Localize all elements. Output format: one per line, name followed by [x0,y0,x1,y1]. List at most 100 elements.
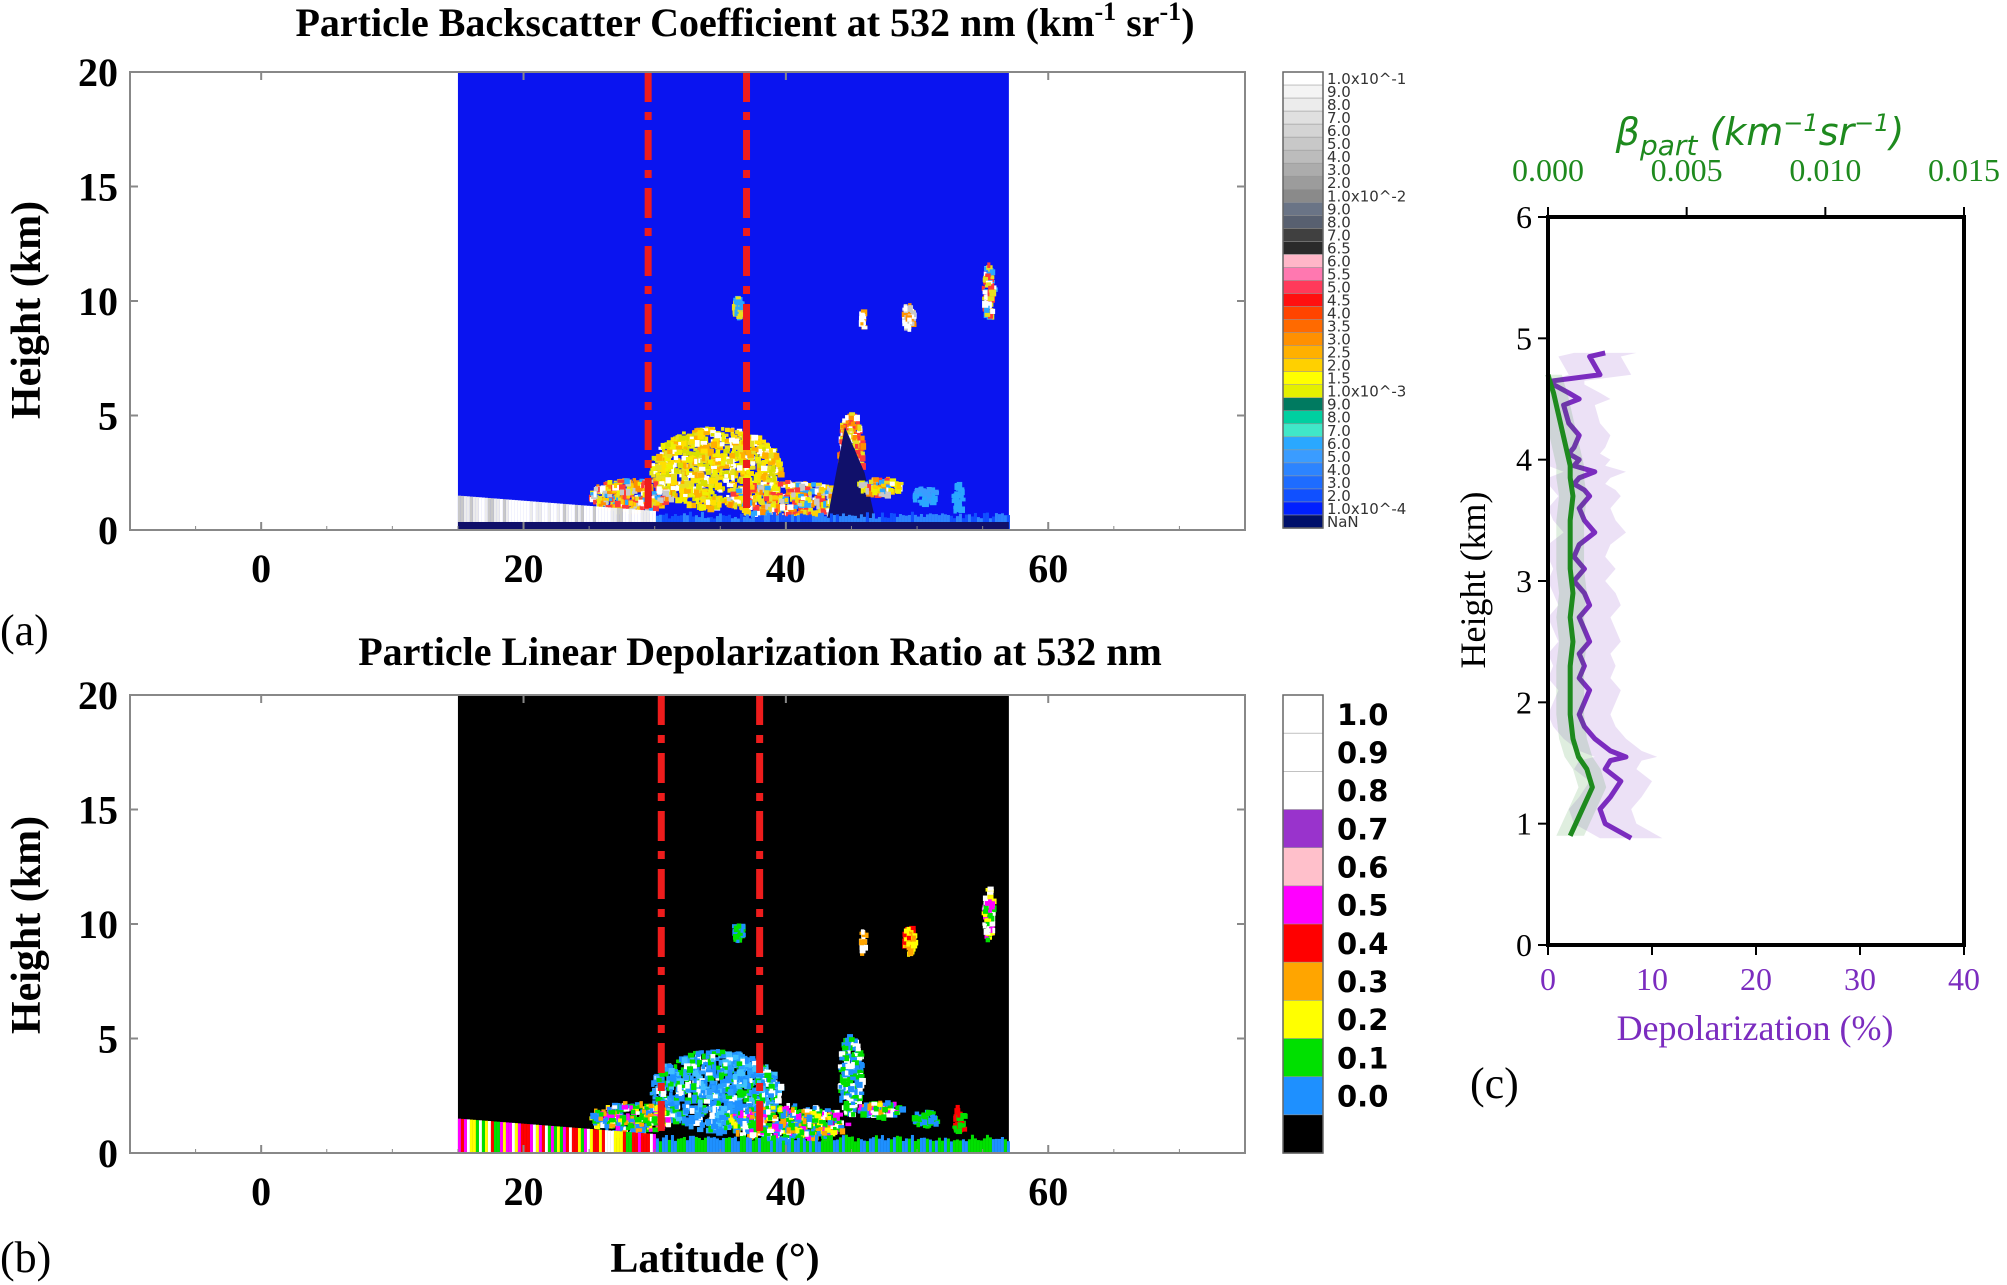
b-ytick-label-0: 0 [98,1131,118,1176]
a-colorbar-swatch-11 [1282,215,1324,230]
panel-b-ylabel: Height (km) [4,816,50,1034]
c-ytick-label-5: 5 [1516,320,1532,356]
b-ytick-label-1: 5 [98,1017,118,1062]
a-colorbar-swatch-9 [1282,188,1324,204]
a-xtick-label-2: 40 [766,546,806,591]
panel-b: Particle Linear Depolarization Ratio at … [0,629,1388,1282]
a-colorbar-swatch-28 [1282,436,1324,451]
a-ytick-label-2: 10 [78,279,118,324]
a-colorbar-label-27: 7.0 [1327,422,1351,440]
a-colorbar-label-34: NaN [1327,513,1359,531]
a-ytick-label-0: 0 [98,508,118,553]
a-colorbar-swatch-33 [1282,501,1324,516]
a-colorbar-label-16: 5.0 [1327,278,1351,296]
panel-a-ylabel: Height (km) [4,201,50,419]
c-ytick-label-3: 3 [1516,563,1532,599]
a-colorbar-label-3: 7.0 [1327,109,1351,127]
a-colorbar-swatch-19 [1282,319,1324,334]
b-colorbar-label-8: 0.2 [1337,1003,1388,1037]
panel-c-axes: 0 1 2 3 4 5 6 0 10 20 30 40 0.000 0.005 0.010 0.015 [1512,152,2000,997]
a-colorbar-swatch-10 [1282,201,1324,217]
a-xtick-label-1: 20 [504,546,544,591]
a-colorbar-label-14: 6.0 [1327,252,1351,270]
a-colorbar-swatch-7 [1282,162,1324,178]
b-surface-layer [457,1118,1010,1153]
a-colorbar-swatch-17 [1282,293,1324,308]
a-colorbar-swatch-34 [1282,514,1324,529]
a-colorbar-label-4: 6.0 [1327,122,1351,140]
panel-b-title: Particle Linear Depolarization Ratio at … [358,629,1162,674]
b-xtick-label-3: 60 [1028,1169,1068,1214]
panel-a-title: Particle Backscatter Coefficient at 532 … [295,0,1194,45]
c-xtick-bottom-label-0: 0 [1540,961,1556,997]
panel-b-xlabel: Latitude (°) [610,1236,819,1282]
panel-b-heatmap [457,695,1010,1153]
a-colorbar-label-0: 1.0x10^-1 [1327,70,1406,88]
a-colorbar-swatch-3 [1282,110,1324,125]
panel-c-plot [1545,350,1663,841]
a-colorbar-swatch-4 [1282,123,1324,138]
a-ytick-label-1: 5 [98,394,118,439]
a-colorbar-label-9: 1.0x10^-2 [1327,187,1406,205]
b-colorbar-label-4: 0.6 [1337,850,1388,884]
a-ground [457,521,1009,530]
b-colorbar-swatch-11 [1282,1114,1324,1154]
b-colorbar-swatch-1 [1282,732,1324,773]
a-colorbar-swatch-25 [1282,397,1324,412]
a-colorbar-label-23: 1.5 [1327,370,1351,388]
a-colorbar-label-15: 5.5 [1327,265,1351,283]
b-ytick-label-4: 20 [78,673,118,718]
a-colorbar-swatch-0 [1282,71,1324,86]
a-colorbar-swatch-22 [1282,358,1324,373]
a-colorbar-label-21: 2.5 [1327,344,1351,362]
panel-b-axes: 0 20 40 60 0 5 10 15 20 [78,673,1246,1214]
a-colorbar-swatch-15 [1282,267,1324,282]
a-colorbar-swatch-29 [1282,449,1324,464]
b-colorbar-swatch-5 [1282,885,1324,925]
b-xtick-label-2: 40 [766,1169,806,1214]
c-xtick-bottom-label-1: 10 [1636,961,1668,997]
a-colorbar-label-29: 5.0 [1327,448,1351,466]
a-colorbar-label-24: 1.0x10^-3 [1327,383,1406,401]
c-ytick-label-1: 1 [1516,806,1532,842]
panel-a-axes: 0 20 40 60 0 5 10 15 20 [78,50,1246,591]
a-colorbar-label-12: 7.0 [1327,226,1351,244]
a-colorbar-swatch-2 [1282,97,1324,112]
b-aerosol-plume [589,886,997,1144]
c-xtick-bottom-label-3: 30 [1844,961,1876,997]
a-colorbar-label-6: 4.0 [1327,148,1351,166]
a-colorbar-swatch-31 [1282,475,1324,490]
a-colorbar-label-22: 2.0 [1327,357,1351,375]
panel-c-series-0 [1550,350,1633,841]
c-ytick-label-4: 4 [1516,442,1532,478]
c-xtick-top-label-2: 0.010 [1789,152,1861,188]
a-ytick-label-4: 20 [78,50,118,95]
b-colorbar-swatch-6 [1282,923,1324,963]
a-colorbar-swatch-27 [1282,423,1324,438]
a-colorbar-label-25: 9.0 [1327,396,1351,414]
b-colorbar-swatch-8 [1282,1000,1324,1040]
a-colorbar-label-30: 4.0 [1327,461,1351,479]
panel-c-label: (c) [1470,1059,1519,1108]
a-colorbar-swatch-30 [1282,462,1324,477]
a-xtick-label-0: 0 [251,546,271,591]
b-colorbar-swatch-0 [1282,694,1324,734]
a-colorbar-swatch-12 [1282,228,1324,243]
a-colorbar-label-2: 8.0 [1327,96,1351,114]
b-colorbar-label-1: 0.9 [1337,736,1388,770]
c-xtick-top-label-1: 0.005 [1651,152,1723,188]
b-colorbar-label-3: 0.7 [1337,812,1388,846]
a-colorbar-label-18: 4.0 [1327,305,1351,323]
panel-a-colorbar: 1.0x10^-19.08.07.06.05.04.03.02.01.0x10^… [1282,70,1406,531]
a-colorbar-swatch-13 [1282,241,1324,256]
b-ytick-label-3: 15 [78,788,118,833]
c-xtick-top-label-0: 0.000 [1512,152,1584,188]
a-colorbar-swatch-24 [1282,384,1324,399]
b-ytick-label-2: 10 [78,902,118,947]
a-colorbar-swatch-26 [1282,410,1324,425]
a-colorbar-label-13: 6.5 [1327,239,1351,257]
c-ytick-label-6: 6 [1516,199,1532,235]
panel-a-label: (a) [0,606,49,655]
a-colorbar-swatch-14 [1282,254,1324,269]
